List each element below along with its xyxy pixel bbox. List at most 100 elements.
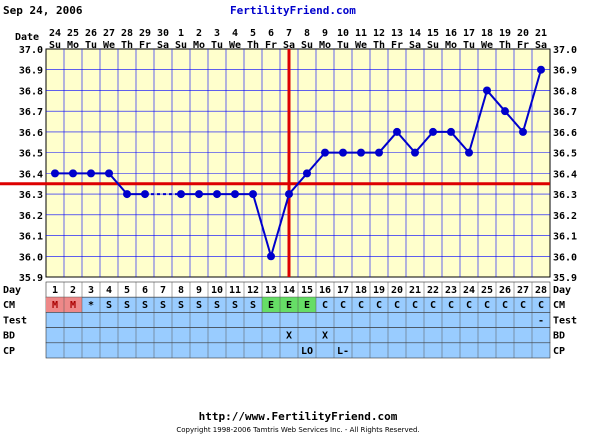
row-label-bd-right: BD	[553, 331, 565, 342]
day-cell: 9	[196, 285, 202, 296]
temperature-line	[378, 131, 398, 154]
row-label-day-left: Day	[3, 285, 21, 296]
temperature-point	[285, 190, 293, 199]
date-label: 20	[517, 28, 529, 39]
weekday-label: Su	[175, 40, 187, 51]
temperature-point	[177, 190, 185, 199]
date-label: 30	[157, 28, 169, 39]
weekday-label: Mo	[319, 40, 331, 51]
cm-cell: C	[448, 300, 454, 311]
temperature-line	[486, 89, 506, 112]
day-cell: 18	[355, 285, 367, 296]
day-cell: 19	[373, 285, 385, 296]
y-tick-label-left: 36.5	[19, 149, 43, 160]
weekday-label: We	[229, 40, 241, 51]
weekday-label: Sa	[157, 40, 169, 51]
weekday-label: Su	[49, 40, 61, 51]
cm-cell: C	[520, 300, 526, 311]
weekday-label: Sa	[535, 40, 547, 51]
site-title[interactable]: FertilityFriend.com	[230, 4, 356, 17]
weekday-label: Tu	[85, 40, 97, 51]
date-label: 2	[196, 28, 202, 39]
date-label: 9	[322, 28, 328, 39]
weekday-label: We	[355, 40, 367, 51]
day-cell: 3	[88, 285, 94, 296]
temperature-point	[447, 127, 455, 136]
weekday-label: Tu	[211, 40, 223, 51]
date-label: 15	[427, 28, 439, 39]
day-cell: 21	[409, 285, 421, 296]
y-tick-label-left: 35.9	[19, 273, 43, 284]
weekday-label: Fr	[391, 40, 403, 51]
cm-cell: E	[304, 300, 310, 311]
date-label: 27	[103, 28, 115, 39]
date-label: 29	[139, 28, 151, 39]
date-label: 8	[304, 28, 310, 39]
y-tick-label-left: 36.2	[19, 211, 43, 222]
temperature-line	[414, 131, 434, 154]
cm-cell: M	[52, 300, 58, 311]
fertility-chart: Date 24 25 26 27 28 29 30 1 2 3 4 5 6 7 8 9 10 11 12 13 14 15 1…	[0, 28, 577, 359]
day-cell: 6	[142, 285, 148, 296]
temperature-line	[468, 90, 488, 153]
temperature-point	[231, 190, 239, 199]
date-label: 17	[463, 28, 475, 39]
cp-cell: LO	[301, 346, 313, 357]
date-label: 21	[535, 28, 547, 39]
cm-cell: C	[376, 300, 382, 311]
weekday-label: Sa	[409, 40, 421, 51]
row-label-bd-left: BD	[3, 331, 15, 342]
temperature-point	[375, 148, 383, 157]
date-label: 11	[355, 28, 367, 39]
cm-cell-fill	[298, 297, 316, 313]
date-label: 16	[445, 28, 457, 39]
temperature-line	[108, 172, 128, 195]
date-label: 1	[178, 28, 184, 39]
y-tick-label-right: 36.9	[553, 66, 577, 77]
temperature-point	[303, 169, 311, 178]
temperature-line	[252, 193, 272, 257]
date-label: 7	[286, 28, 292, 39]
y-tick-label-right: 36.8	[553, 86, 577, 97]
y-tick-label-right: 36.6	[553, 128, 577, 139]
y-tick-label-left: 36.7	[19, 107, 43, 118]
day-cell: 23	[445, 285, 457, 296]
cm-cell: S	[160, 300, 166, 311]
temperature-line	[288, 172, 308, 195]
cm-cell: E	[268, 300, 274, 311]
weekday-label: Fr	[139, 40, 151, 51]
weekday-label: Fr	[265, 40, 277, 51]
temperature-point	[339, 148, 347, 157]
day-cell: 2	[70, 285, 76, 296]
temperature-line	[504, 110, 524, 133]
row-label-cm-left: CM	[3, 300, 15, 311]
row-label-date: Date	[15, 32, 39, 43]
row-label-test-left: Test	[3, 315, 27, 326]
day-cell: 12	[247, 285, 259, 296]
cm-cell: C	[340, 300, 346, 311]
day-cell: 26	[499, 285, 511, 296]
cm-cell: S	[214, 300, 220, 311]
weekday-label: We	[481, 40, 493, 51]
day-cell: 16	[319, 285, 331, 296]
weekday-label: Mo	[67, 40, 79, 51]
y-tick-label-right: 36.3	[553, 190, 577, 201]
date-label: 3	[214, 28, 220, 39]
temperature-point	[483, 86, 491, 95]
y-tick-label-left: 36.8	[19, 86, 43, 97]
cm-cell: C	[430, 300, 436, 311]
footer-url[interactable]: http://www.FertilityFriend.com	[198, 410, 398, 423]
temperature-point	[411, 148, 419, 157]
y-tick-label-left: 36.4	[19, 169, 43, 180]
temperature-line	[270, 193, 290, 257]
day-cell: 27	[517, 285, 529, 296]
y-tick-label-right: 36.2	[553, 211, 577, 222]
cm-cell: S	[178, 300, 184, 311]
day-cell: 5	[124, 285, 130, 296]
cm-cell: S	[124, 300, 130, 311]
temperature-point	[87, 169, 95, 178]
weekday-label: Tu	[337, 40, 349, 51]
weekday-label: Th	[373, 40, 385, 51]
weekday-label: Th	[121, 40, 133, 51]
day-cell: 17	[337, 285, 349, 296]
